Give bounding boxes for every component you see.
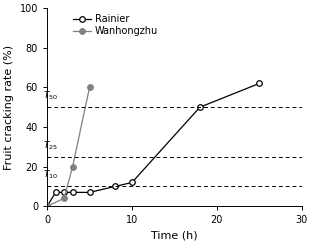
Text: $T_{10}$: $T_{10}$ [43, 169, 58, 182]
Rainier [54, 191, 57, 194]
Text: $T_{50}$: $T_{50}$ [43, 90, 58, 102]
Wanhongzhu [88, 86, 91, 89]
Line: Wanhongzhu: Wanhongzhu [44, 85, 92, 209]
Y-axis label: Fruit cracking rate (%): Fruit cracking rate (%) [4, 45, 14, 170]
Line: Rainier: Rainier [44, 81, 262, 209]
Text: $T_{25}$: $T_{25}$ [43, 139, 58, 152]
Rainier [45, 205, 49, 208]
X-axis label: Time (h): Time (h) [151, 231, 198, 241]
Rainier [71, 191, 75, 194]
Rainier [88, 191, 91, 194]
Wanhongzhu [71, 165, 75, 168]
Rainier [113, 185, 117, 188]
Wanhongzhu [62, 197, 66, 200]
Wanhongzhu [45, 205, 49, 208]
Rainier [198, 106, 202, 109]
Rainier [130, 181, 134, 184]
Rainier [257, 82, 261, 85]
Legend: Rainier, Wanhongzhu: Rainier, Wanhongzhu [72, 13, 159, 37]
Rainier [62, 191, 66, 194]
